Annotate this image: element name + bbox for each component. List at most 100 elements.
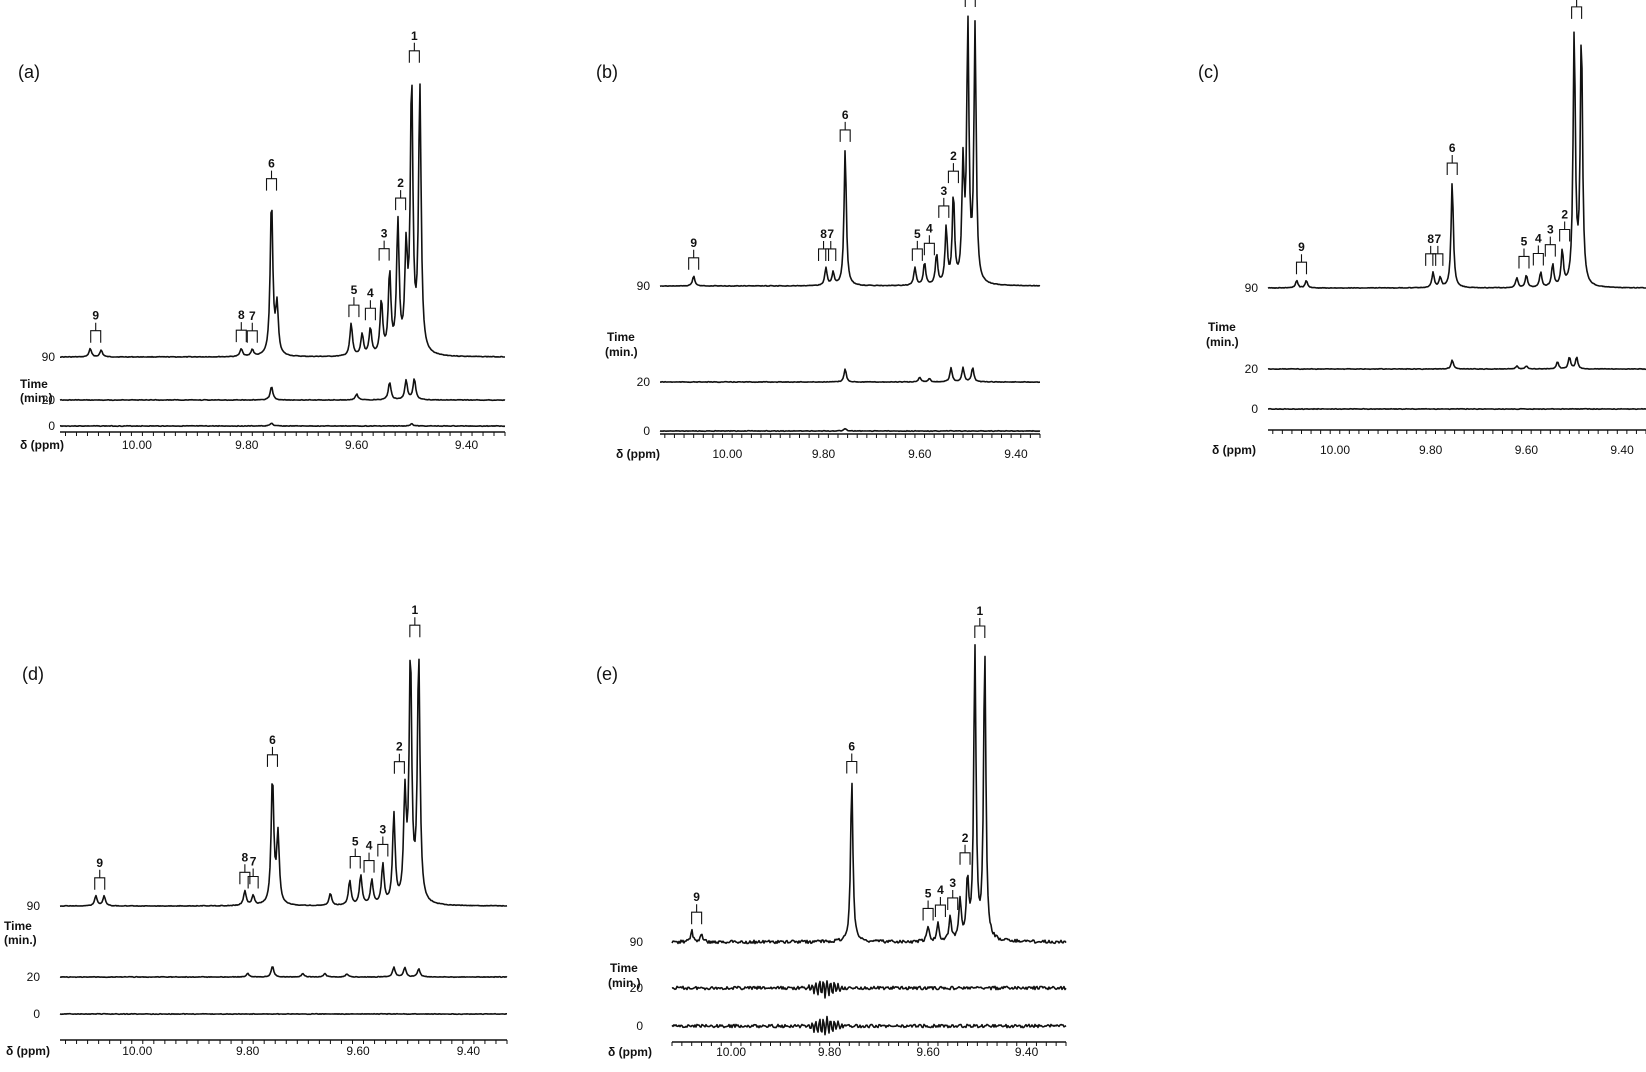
peak-label-3: 3	[949, 876, 956, 890]
peak-label-1: 1	[411, 603, 418, 617]
peak-label-3: 3	[1547, 223, 1554, 237]
trace-label-20: 20	[1245, 362, 1259, 376]
x-tick-label: 9.80	[812, 447, 836, 461]
peak-bracket	[1518, 248, 1530, 269]
y-axis-label-time: Time	[4, 919, 32, 933]
y-axis-label-min: (min.)	[20, 391, 53, 405]
x-tick-label: 10.00	[716, 1045, 746, 1059]
x-tick-label: 9.80	[236, 1044, 260, 1058]
spectrum-trace-90	[59, 658, 508, 907]
panel-label: (c)	[1198, 62, 1219, 82]
peak-label-5: 5	[351, 283, 358, 297]
y-axis-label-min: (min.)	[605, 345, 638, 359]
peak-bracket	[974, 617, 986, 638]
peak-label-2: 2	[950, 149, 957, 163]
peak-bracket	[922, 900, 934, 921]
peak-bracket	[846, 753, 858, 774]
peak-label-8: 8	[1427, 232, 1434, 246]
peak-label-8: 8	[242, 850, 249, 864]
x-axis-label: δ (ppm)	[608, 1045, 652, 1059]
x-tick-label: 9.60	[1515, 443, 1539, 457]
peak-bracket	[1532, 245, 1544, 266]
x-axis-label: δ (ppm)	[1212, 443, 1256, 457]
peak-label-6: 6	[848, 740, 855, 754]
x-tick-label: 9.40	[1004, 447, 1028, 461]
peak-label-5: 5	[352, 835, 359, 849]
panel-label: (a)	[18, 62, 40, 82]
x-axis-label: δ (ppm)	[616, 447, 660, 461]
peak-bracket	[364, 300, 376, 321]
x-tick-label: 10.00	[122, 438, 152, 452]
peak-bracket	[409, 617, 421, 638]
peak-bracket	[964, 0, 976, 7]
x-tick-label: 9.40	[1610, 443, 1634, 457]
y-axis-label-time: Time	[607, 330, 635, 344]
peak-bracket	[408, 42, 420, 63]
panel-a: (a) Time (min.) δ (ppm) 10.00 9.80 9.60 9.4…	[18, 29, 506, 452]
spectrum-trace-0	[671, 1015, 1067, 1036]
peak-bracket	[247, 868, 259, 889]
peak-bracket	[911, 240, 923, 261]
spectrum-trace-20	[59, 378, 506, 402]
peak-bracket	[265, 170, 278, 191]
spectrum-trace-0	[59, 1012, 507, 1016]
panel-label: (e)	[596, 664, 618, 684]
peak-label-3: 3	[940, 184, 947, 198]
peak-bracket	[1559, 221, 1571, 242]
x-axis-label: δ (ppm)	[6, 1044, 50, 1058]
y-axis-label-time: Time	[20, 377, 48, 391]
x-tick-label: 9.60	[916, 1045, 940, 1059]
peak-label-4: 4	[366, 839, 373, 853]
x-tick-label: 9.60	[908, 447, 932, 461]
x-tick-label: 9.80	[235, 438, 259, 452]
peak-label-8: 8	[820, 227, 827, 241]
peak-bracket	[377, 836, 389, 857]
peak-bracket	[1544, 236, 1556, 257]
trace-label-90: 90	[1245, 281, 1259, 295]
panel-label: (d)	[22, 664, 44, 684]
peak-bracket	[825, 240, 837, 261]
spectrum-trace-20	[660, 366, 1040, 384]
peak-label-3: 3	[379, 822, 386, 836]
x-tick-label: 9.40	[457, 1044, 481, 1058]
y-axis-label-min: (min.)	[1206, 335, 1239, 349]
x-tick-label: 9.40	[455, 438, 479, 452]
peak-bracket	[363, 852, 375, 873]
peak-bracket	[395, 190, 407, 211]
x-tick-label: 9.60	[345, 438, 369, 452]
peak-label-5: 5	[925, 886, 932, 900]
x-tick-label: 9.80	[818, 1045, 842, 1059]
peak-label-3: 3	[381, 227, 388, 241]
trace-label-0: 0	[1251, 402, 1258, 416]
peak-label-4: 4	[937, 883, 944, 897]
peak-label-6: 6	[268, 157, 275, 171]
spectrum-trace-20	[1267, 356, 1646, 371]
trace-label-20: 20	[630, 981, 644, 995]
peak-label-6: 6	[1449, 141, 1456, 155]
peak-label-7: 7	[249, 309, 256, 323]
peak-bracket	[378, 240, 390, 261]
spectrum-trace-90	[671, 644, 1067, 945]
spectrum-trace-90	[60, 83, 505, 358]
peak-label-9: 9	[96, 856, 103, 870]
peak-bracket	[817, 240, 830, 261]
peak-label-4: 4	[367, 286, 374, 300]
peak-bracket	[839, 121, 851, 142]
peak-bracket	[947, 889, 959, 910]
peak-label-2: 2	[397, 176, 404, 190]
peak-bracket	[90, 322, 102, 343]
spectrum-trace-90	[659, 15, 1041, 287]
peak-label-6: 6	[269, 733, 276, 747]
peak-bracket	[938, 197, 950, 218]
y-axis-label-time: Time	[1208, 320, 1236, 334]
peak-bracket	[1571, 0, 1583, 19]
peak-label-6: 6	[842, 108, 849, 122]
peak-bracket	[934, 897, 946, 918]
peak-label-5: 5	[914, 227, 921, 241]
trace-label-0: 0	[643, 424, 650, 438]
trace-label-90: 90	[637, 279, 651, 293]
x-tick-label: 9.80	[1419, 443, 1443, 457]
peak-bracket	[1432, 245, 1444, 266]
panel-c: (c) Time (min.) δ (ppm) 10.00 9.80 9.60 9.4…	[1198, 0, 1646, 457]
spectrum-trace-20	[671, 980, 1067, 999]
